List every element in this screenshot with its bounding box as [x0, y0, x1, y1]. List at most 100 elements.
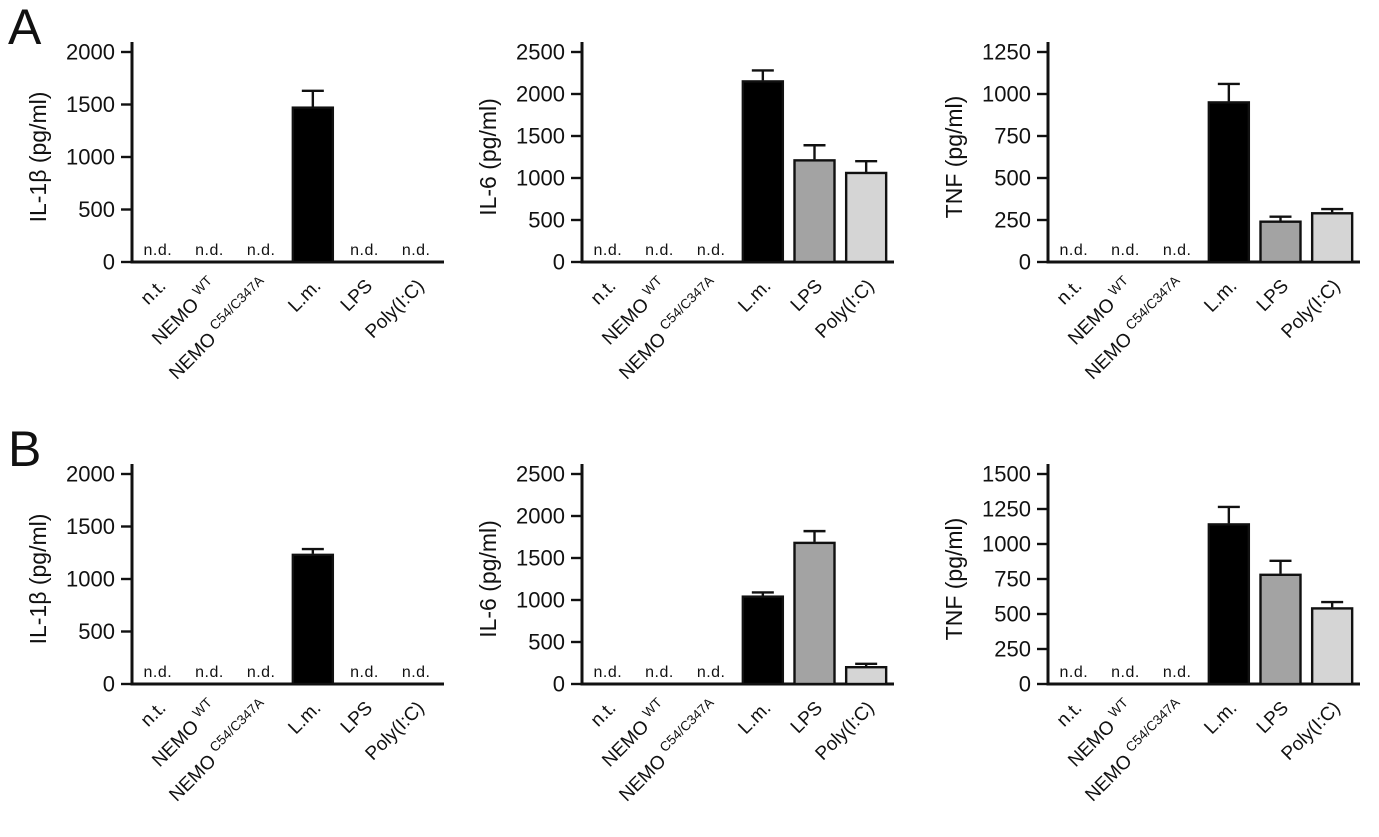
bar-L.m. [1207, 523, 1251, 686]
nd-label: n.d. [247, 242, 276, 259]
x-category-label: LPS [337, 276, 377, 316]
nd-label: n.d. [1163, 664, 1192, 681]
bar-LPS [793, 541, 836, 686]
y-tick-label: 2500 [516, 462, 565, 487]
y-tick-label: 1000 [516, 588, 565, 613]
bar-L.m. [741, 80, 785, 264]
y-tick-label: 1000 [982, 532, 1031, 557]
nd-label: n.d. [1111, 242, 1140, 259]
y-tick-label: 0 [1019, 672, 1031, 697]
panel-label-b: B [8, 421, 42, 477]
y-tick-label: 0 [103, 250, 115, 275]
nd-label: n.d. [645, 242, 674, 259]
y-tick-label: 250 [994, 637, 1031, 662]
x-category-label: LPS [337, 698, 377, 738]
y-tick-label: 500 [994, 166, 1031, 191]
x-category-label: L.m. [1200, 698, 1241, 739]
y-axis-label: TNF (pg/ml) [941, 96, 967, 219]
y-tick-label: 1500 [516, 546, 565, 571]
nd-label: n.d. [593, 242, 622, 259]
y-tick-label: 2500 [516, 40, 565, 65]
y-tick-label: 0 [1019, 250, 1031, 275]
y-tick-label: 1000 [66, 567, 115, 592]
y-tick-label: 1500 [66, 514, 115, 539]
nd-label: n.d. [593, 664, 622, 681]
y-axis-label: IL-6 (pg/ml) [475, 520, 501, 638]
nd-label: n.d. [645, 664, 674, 681]
y-axis-label: IL-6 (pg/ml) [475, 98, 501, 216]
bar-LPS [1259, 220, 1302, 264]
y-tick-label: 500 [528, 630, 565, 655]
x-category-label: n.t. [137, 698, 171, 732]
chart-svg: TNF (pg/ml) 0 250 500 750 1000 1250 1500 n.d. n.t… [941, 462, 1360, 806]
y-tick-label: 0 [553, 250, 565, 275]
nd-label: n.d. [350, 242, 379, 259]
y-tick-label: 0 [103, 672, 115, 697]
nd-label: n.d. [195, 242, 224, 259]
x-category-label: L.m. [284, 276, 325, 317]
bar-Poly(I:C) [844, 665, 888, 686]
bar-LPS [793, 159, 836, 264]
x-category-label: L.m. [1200, 276, 1241, 317]
y-tick-label: 2000 [516, 504, 565, 529]
bar-Poly(I:C) [1310, 607, 1354, 686]
y-tick-label: 1000 [982, 82, 1031, 107]
chart-svg: IL-1β (pg/ml) 0 500 1000 1500 2000 n.d. n.t. n.d… [25, 462, 444, 806]
y-tick-label: 2000 [516, 82, 565, 107]
y-tick-label: 1000 [66, 145, 115, 170]
x-category-label: n.t. [587, 276, 621, 310]
bar-L.m. [291, 106, 335, 264]
chart-a-il1b: IL-1β (pg/ml) 0 500 1000 1500 2000 n.d. n.t. n.d… [12, 28, 452, 410]
y-tick-label: 500 [994, 602, 1031, 627]
x-category-label: n.t. [137, 276, 171, 310]
y-axis-label: IL-1β (pg/ml) [25, 514, 51, 645]
y-tick-label: 0 [553, 672, 565, 697]
x-category-label: LPS [1253, 698, 1293, 738]
chart-b-tnf: TNF (pg/ml) 0 250 500 750 1000 1250 1500 n.d. n.t… [928, 450, 1368, 832]
y-tick-label: 500 [78, 619, 115, 644]
x-category-label: n.t. [587, 698, 621, 732]
x-category-label: n.t. [1053, 276, 1087, 310]
nd-label: n.d. [1059, 664, 1088, 681]
y-tick-label: 2000 [66, 40, 115, 65]
nd-label: n.d. [402, 664, 431, 681]
nd-label: n.d. [1163, 242, 1192, 259]
x-category-label: LPS [1253, 276, 1293, 316]
y-tick-label: 2000 [66, 462, 115, 487]
y-tick-label: 1250 [982, 40, 1031, 65]
bar-L.m. [291, 553, 335, 686]
x-category-label: n.t. [1053, 698, 1087, 732]
y-tick-label: 750 [994, 567, 1031, 592]
nd-label: n.d. [402, 242, 431, 259]
nd-label: n.d. [697, 242, 726, 259]
nd-label: n.d. [143, 664, 172, 681]
chart-svg: TNF (pg/ml) 0 250 500 750 1000 1250 n.d. n.t. n.d… [941, 40, 1360, 384]
y-tick-label: 1500 [982, 462, 1031, 487]
y-tick-label: 250 [994, 208, 1031, 233]
bar-L.m. [741, 595, 785, 686]
nd-label: n.d. [1111, 664, 1140, 681]
x-category-label: LPS [787, 276, 827, 316]
chart-a-tnf: TNF (pg/ml) 0 250 500 750 1000 1250 n.d. n.t. n.d… [928, 28, 1368, 410]
y-tick-label: 500 [528, 208, 565, 233]
y-tick-label: 1500 [516, 124, 565, 149]
y-tick-label: 1500 [66, 92, 115, 117]
nd-label: n.d. [697, 664, 726, 681]
panel-label-a: A [8, 0, 42, 55]
x-category-label: L.m. [284, 698, 325, 739]
x-category-label: L.m. [734, 698, 775, 739]
nd-label: n.d. [143, 242, 172, 259]
y-tick-label: 1250 [982, 497, 1031, 522]
chart-a-il6: IL-6 (pg/ml) 0 500 1000 1500 2000 2500 n.d. n.t.… [462, 28, 902, 410]
nd-label: n.d. [350, 664, 379, 681]
y-tick-label: 1000 [516, 166, 565, 191]
bar-L.m. [1207, 101, 1251, 264]
nd-label: n.d. [1059, 242, 1088, 259]
chart-b-il6: IL-6 (pg/ml) 0 500 1000 1500 2000 2500 n.d. n.t.… [462, 450, 902, 832]
chart-svg: IL-6 (pg/ml) 0 500 1000 1500 2000 2500 n.d. n.t.… [475, 40, 894, 384]
y-tick-label: 500 [78, 197, 115, 222]
chart-svg: IL-1β (pg/ml) 0 500 1000 1500 2000 n.d. n.t. n.d… [25, 40, 444, 384]
bar-Poly(I:C) [1310, 212, 1354, 264]
nd-label: n.d. [247, 664, 276, 681]
